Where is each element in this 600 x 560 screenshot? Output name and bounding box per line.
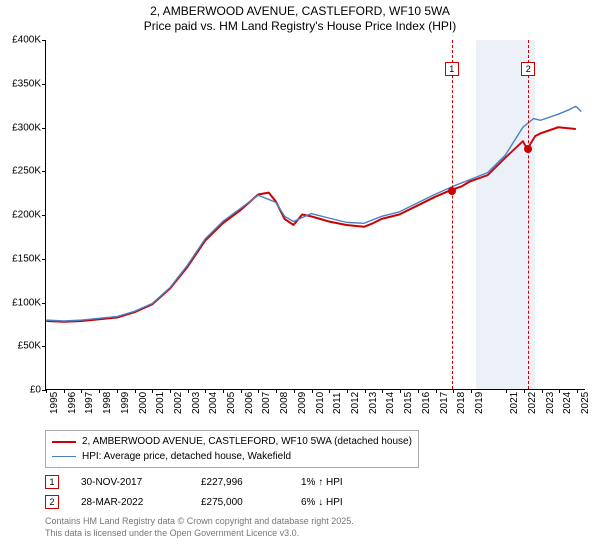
x-axis-tick-label: 2008 bbox=[279, 392, 290, 414]
y-axis-tick-label: £350K bbox=[1, 78, 41, 89]
marker-table-row: 2 28-MAR-2022 £275,000 6% ↓ HPI bbox=[45, 492, 411, 512]
y-axis-tick-label: £300K bbox=[1, 122, 41, 133]
marker-pct-hpi: 6% ↓ HPI bbox=[301, 497, 411, 508]
x-axis-tick-label: 2001 bbox=[155, 392, 166, 414]
x-axis-tick-label: 2004 bbox=[208, 392, 219, 414]
x-axis-tick-label: 2000 bbox=[138, 392, 149, 414]
legend-label: HPI: Average price, detached house, Wake… bbox=[82, 449, 291, 464]
marker-price: £275,000 bbox=[201, 497, 279, 508]
y-axis-tick-label: £400K bbox=[1, 35, 41, 46]
x-axis-tick-label: 2011 bbox=[332, 392, 343, 414]
x-axis-tick-label: 2023 bbox=[545, 392, 556, 414]
title-line-1: 2, AMBERWOOD AVENUE, CASTLEFORD, WF10 5W… bbox=[150, 4, 450, 18]
legend-item: HPI: Average price, detached house, Wake… bbox=[52, 449, 412, 464]
x-axis-tick-label: 2005 bbox=[226, 392, 237, 414]
y-axis-tick-label: £100K bbox=[1, 297, 41, 308]
x-axis-tick-label: 2019 bbox=[474, 392, 485, 414]
footer-attribution: Contains HM Land Registry data © Crown c… bbox=[45, 516, 354, 539]
marker-date: 30-NOV-2017 bbox=[81, 477, 179, 488]
sale-marker-badge: 1 bbox=[445, 62, 459, 76]
chart-container: 2, AMBERWOOD AVENUE, CASTLEFORD, WF10 5W… bbox=[0, 0, 600, 560]
x-axis-tick-label: 2025 bbox=[580, 392, 591, 414]
x-axis-tick-label: 2018 bbox=[456, 392, 467, 414]
x-axis-tick-label: 2014 bbox=[385, 392, 396, 414]
x-axis-tick-label: 2017 bbox=[439, 392, 450, 414]
chart-title: 2, AMBERWOOD AVENUE, CASTLEFORD, WF10 5W… bbox=[0, 0, 600, 34]
legend: 2, AMBERWOOD AVENUE, CASTLEFORD, WF10 5W… bbox=[45, 430, 419, 468]
sale-marker-badge: 2 bbox=[521, 62, 535, 76]
x-axis-tick-label: 1999 bbox=[120, 392, 131, 414]
legend-swatch bbox=[52, 456, 76, 457]
sale-marker-point bbox=[524, 145, 532, 153]
legend-label: 2, AMBERWOOD AVENUE, CASTLEFORD, WF10 5W… bbox=[82, 434, 412, 449]
y-axis-tick-label: £0 bbox=[1, 385, 41, 396]
legend-swatch bbox=[52, 441, 76, 443]
sale-marker-vline bbox=[452, 40, 453, 389]
x-axis-tick-label: 1998 bbox=[102, 392, 113, 414]
x-axis-tick-label: 2009 bbox=[297, 392, 308, 414]
y-axis-tick-label: £200K bbox=[1, 210, 41, 221]
x-axis-tick-label: 1997 bbox=[84, 392, 95, 414]
x-axis-tick-label: 2015 bbox=[403, 392, 414, 414]
plot-area: £0£50K£100K£150K£200K£250K£300K£350K£400… bbox=[45, 40, 585, 390]
y-axis-tick-label: £250K bbox=[1, 166, 41, 177]
x-axis-tick-label: 2007 bbox=[261, 392, 272, 414]
x-axis-tick-label: 2012 bbox=[350, 392, 361, 414]
x-axis-tick-label: 2002 bbox=[173, 392, 184, 414]
x-axis-tick-label: 2006 bbox=[244, 392, 255, 414]
x-axis-tick-label: 2010 bbox=[315, 392, 326, 414]
sale-marker-point bbox=[448, 187, 456, 195]
marker-table-badge: 1 bbox=[45, 475, 59, 489]
sales-marker-table: 1 30-NOV-2017 £227,996 1% ↑ HPI 2 28-MAR-2022… bbox=[45, 472, 411, 512]
x-axis-tick-label: 1996 bbox=[67, 392, 78, 414]
y-axis-tick-label: £50K bbox=[1, 341, 41, 352]
marker-table-row: 1 30-NOV-2017 £227,996 1% ↑ HPI bbox=[45, 472, 411, 492]
x-axis-tick-label: 2022 bbox=[527, 392, 538, 414]
marker-price: £227,996 bbox=[201, 477, 279, 488]
x-axis-tick-label: 1995 bbox=[49, 392, 60, 414]
x-axis-tick-label: 2016 bbox=[421, 392, 432, 414]
sale-marker-vline bbox=[528, 40, 529, 389]
marker-pct-hpi: 1% ↑ HPI bbox=[301, 477, 411, 488]
x-axis-tick-label: 2013 bbox=[368, 392, 379, 414]
x-axis-tick-label: 2003 bbox=[191, 392, 202, 414]
title-line-2: Price paid vs. HM Land Registry's House … bbox=[144, 19, 456, 33]
footer-line-2: This data is licensed under the Open Gov… bbox=[45, 528, 299, 538]
x-axis-tick-label: 2024 bbox=[562, 392, 573, 414]
x-axis-tick-label: 2021 bbox=[509, 392, 520, 414]
marker-table-badge: 2 bbox=[45, 495, 59, 509]
footer-line-1: Contains HM Land Registry data © Crown c… bbox=[45, 516, 354, 526]
marker-date: 28-MAR-2022 bbox=[81, 497, 179, 508]
legend-item: 2, AMBERWOOD AVENUE, CASTLEFORD, WF10 5W… bbox=[52, 434, 412, 449]
shaded-region bbox=[476, 40, 534, 389]
y-axis-tick-label: £150K bbox=[1, 253, 41, 264]
